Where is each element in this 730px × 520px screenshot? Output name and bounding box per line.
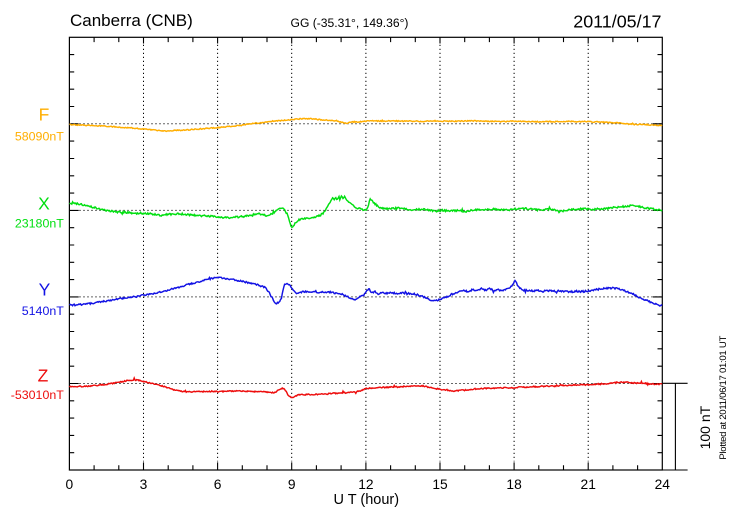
svg-text:F: F — [39, 105, 50, 125]
svg-text:3: 3 — [140, 477, 148, 492]
svg-text:12: 12 — [358, 477, 373, 492]
svg-text:Plotted at 2011/06/17 01:01 UT: Plotted at 2011/06/17 01:01 UT — [718, 336, 729, 460]
svg-text:Canberra (CNB): Canberra (CNB) — [70, 11, 193, 30]
svg-text:18: 18 — [506, 477, 522, 492]
svg-text:X: X — [38, 194, 50, 214]
svg-text:21: 21 — [581, 477, 596, 492]
svg-text:5140nT: 5140nT — [22, 304, 64, 318]
svg-text:Z: Z — [38, 366, 49, 386]
svg-text:2011/05/17: 2011/05/17 — [573, 12, 661, 32]
svg-text:-53010nT: -53010nT — [11, 388, 64, 402]
svg-text:23180nT: 23180nT — [15, 217, 64, 231]
svg-text:15: 15 — [432, 477, 448, 492]
svg-text:58090nT: 58090nT — [15, 129, 64, 143]
svg-text:GG (-35.31°, 149.36°): GG (-35.31°, 149.36°) — [291, 16, 409, 30]
svg-text:0: 0 — [66, 477, 74, 492]
svg-text:24: 24 — [655, 477, 671, 492]
svg-text:6: 6 — [214, 477, 222, 492]
svg-text:100 nT: 100 nT — [697, 405, 713, 449]
svg-text:Y: Y — [39, 280, 51, 300]
svg-text:9: 9 — [288, 477, 296, 492]
svg-text:U T (hour): U T (hour) — [334, 492, 400, 508]
